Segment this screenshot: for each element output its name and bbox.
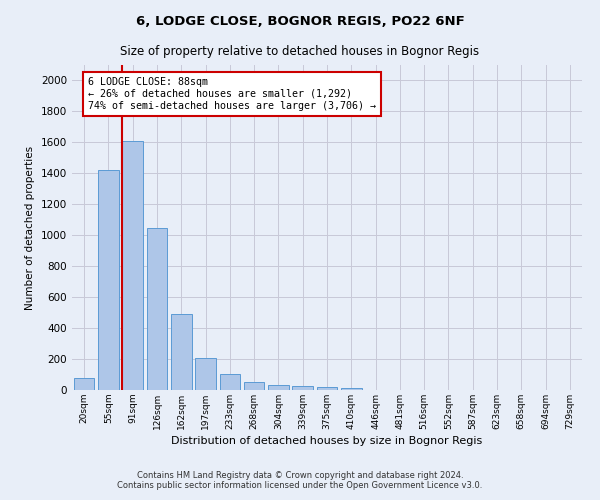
Bar: [122, 141, 143, 390]
Bar: [317, 387, 337, 390]
Bar: [220, 374, 240, 390]
Bar: [74, 378, 94, 390]
Text: 6, LODGE CLOSE, BOGNOR REGIS, PO22 6NF: 6, LODGE CLOSE, BOGNOR REGIS, PO22 6NF: [136, 15, 464, 28]
Text: 6 LODGE CLOSE: 88sqm
← 26% of detached houses are smaller (1,292)
74% of semi-de: 6 LODGE CLOSE: 88sqm ← 26% of detached h…: [88, 78, 376, 110]
Bar: [244, 382, 265, 390]
Bar: [341, 388, 362, 390]
X-axis label: Distribution of detached houses by size in Bognor Regis: Distribution of detached houses by size …: [172, 436, 482, 446]
Bar: [98, 170, 119, 390]
Text: Size of property relative to detached houses in Bognor Regis: Size of property relative to detached ho…: [121, 45, 479, 58]
Bar: [292, 386, 313, 390]
Y-axis label: Number of detached properties: Number of detached properties: [25, 146, 35, 310]
Bar: [171, 314, 191, 390]
Text: Contains HM Land Registry data © Crown copyright and database right 2024.
Contai: Contains HM Land Registry data © Crown c…: [118, 470, 482, 490]
Bar: [146, 228, 167, 390]
Bar: [195, 358, 216, 390]
Bar: [268, 384, 289, 390]
